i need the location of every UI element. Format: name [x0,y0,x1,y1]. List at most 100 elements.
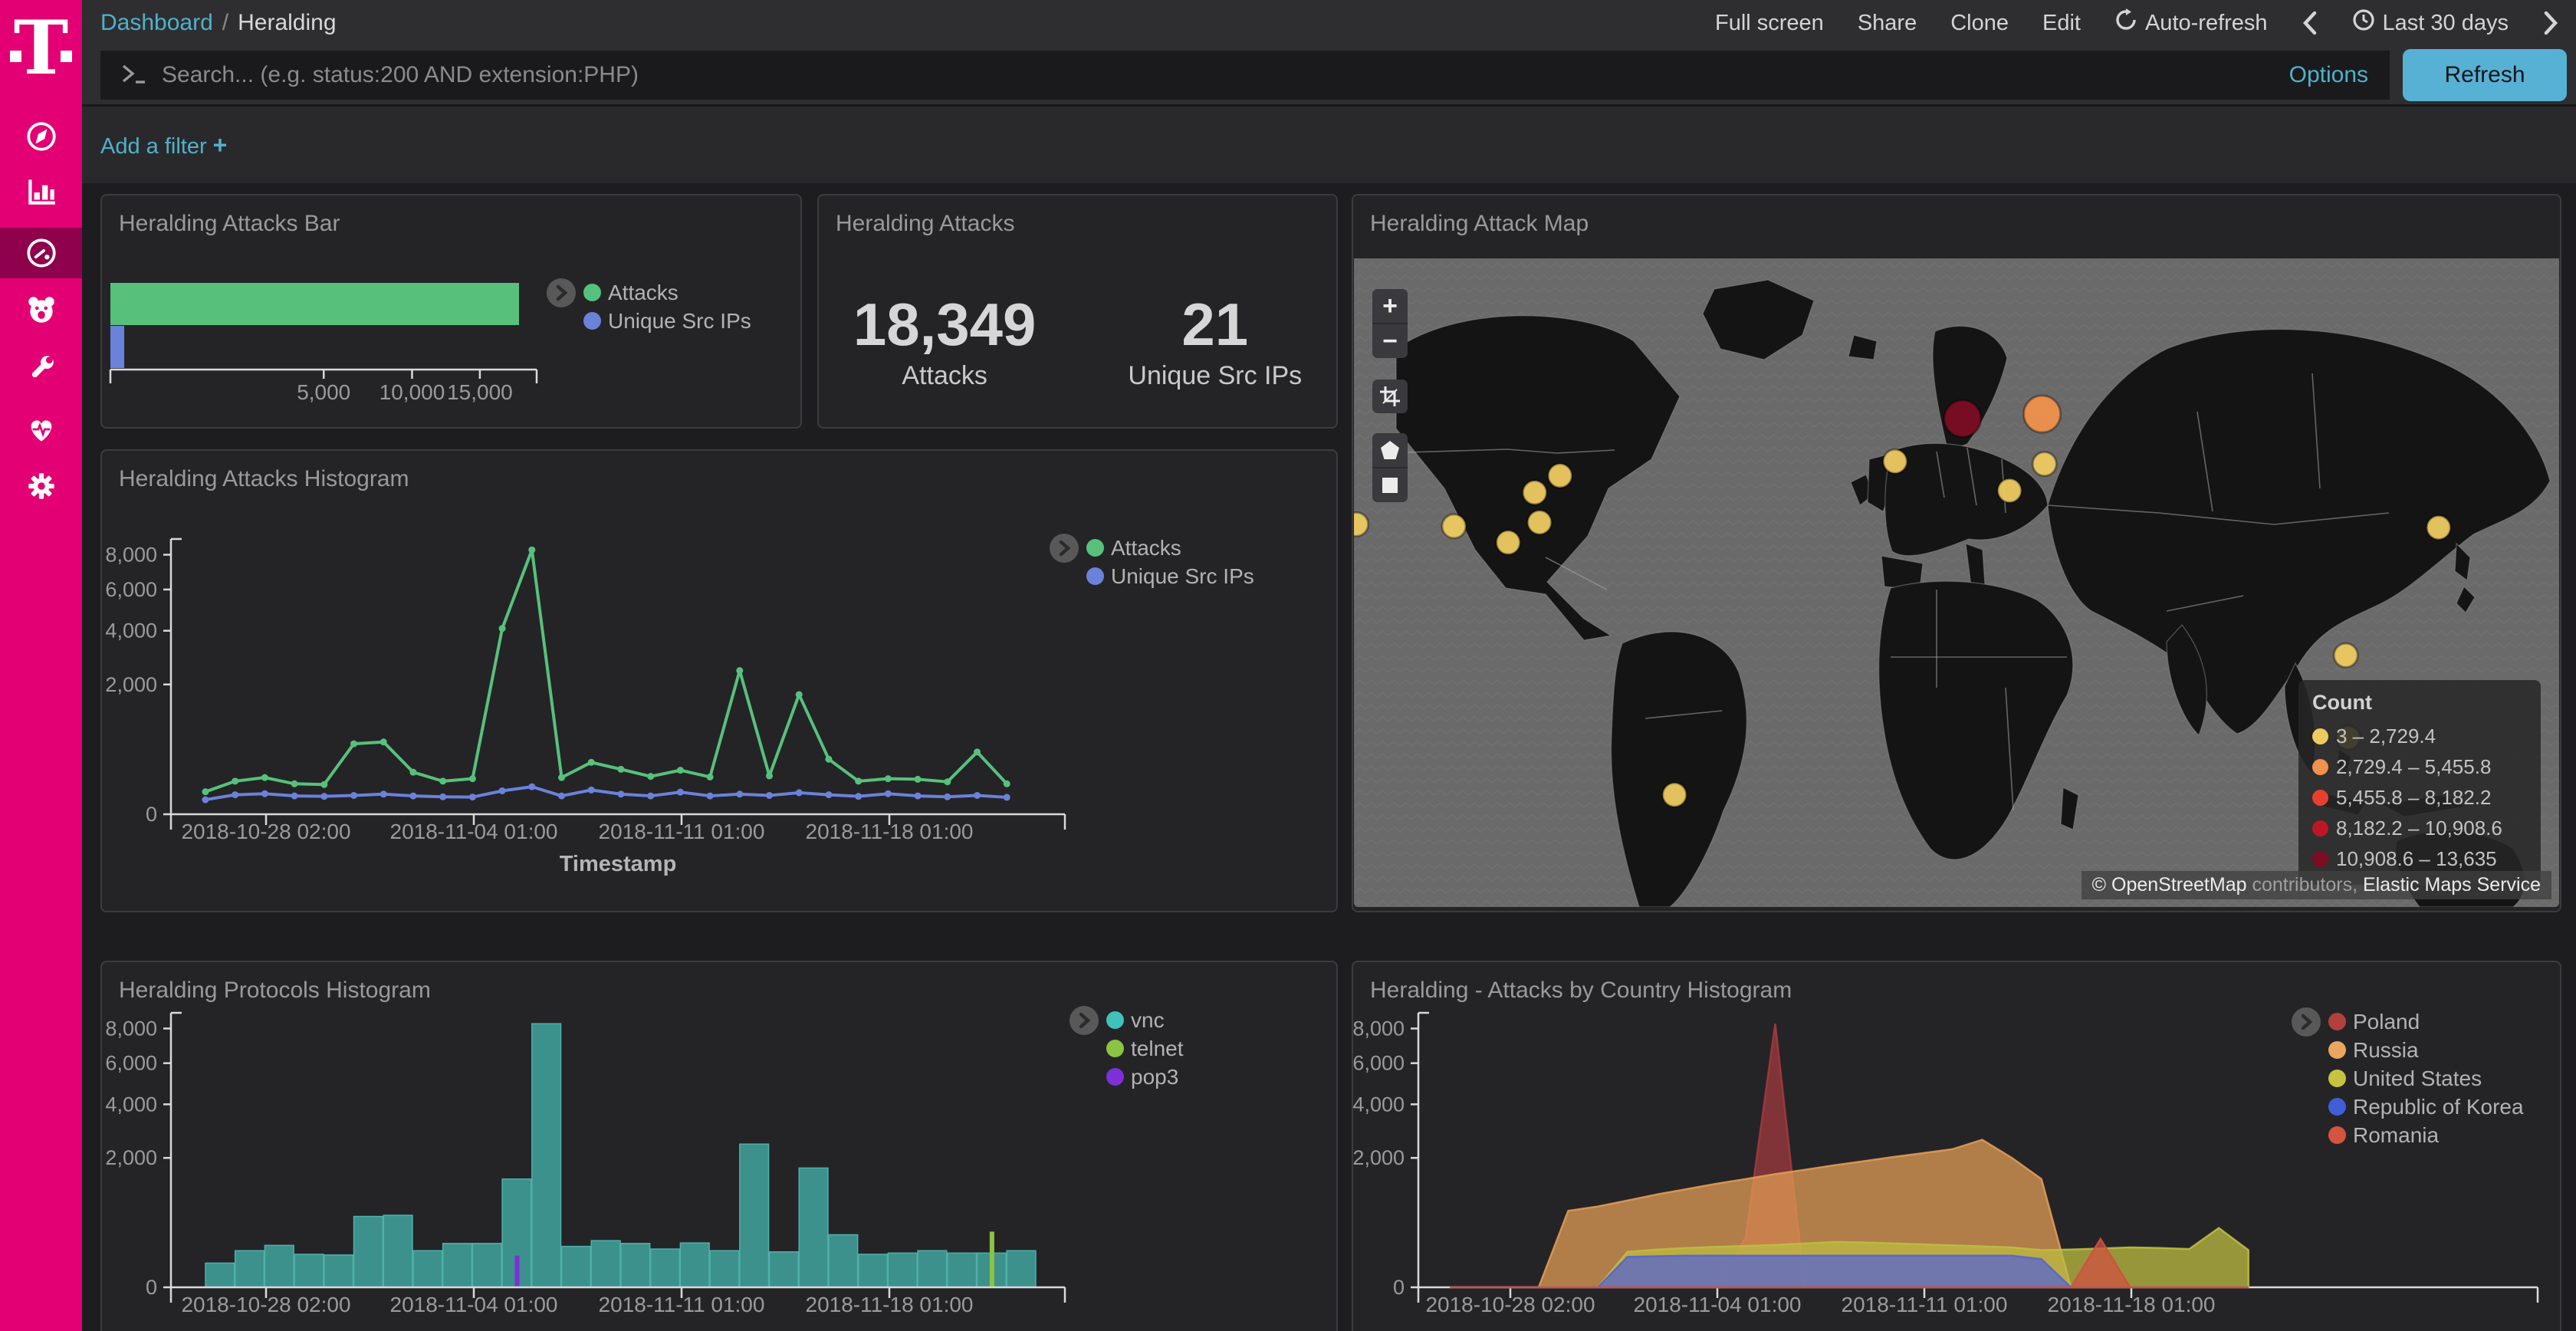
data-point[interactable] [677,789,684,796]
bar-vnc[interactable] [740,1144,769,1287]
map-attack-bubble[interactable] [2024,396,2061,432]
map-attack-bubble[interactable] [1998,478,2022,502]
data-point[interactable] [528,784,535,790]
data-point[interactable] [736,667,743,674]
map-attack-bubble[interactable] [1528,511,1552,534]
data-point[interactable] [439,777,446,784]
sidebar-item-monitoring[interactable] [0,404,82,455]
data-point[interactable] [320,781,327,788]
data-point[interactable] [469,794,476,800]
legend-expand-icon[interactable] [547,278,576,307]
map-attack-bubble[interactable] [1663,783,1687,807]
data-point[interactable] [380,738,387,745]
bar-vnc[interactable] [354,1217,383,1287]
data-point[interactable] [499,787,506,794]
data-point[interactable] [380,790,387,797]
share-button[interactable]: Share [1858,11,1917,36]
breadcrumb-dashboard-link[interactable]: Dashboard [100,10,213,35]
bar-vnc[interactable] [799,1168,828,1287]
data-point[interactable] [796,789,803,796]
data-point[interactable] [291,781,298,787]
legend-item-Attacks[interactable]: Attacks [1086,534,1254,562]
data-point[interactable] [647,773,654,780]
crop-tool-button[interactable] [1372,380,1408,413]
world-map[interactable]: + − Count 3 – 2,729.42,729.4 – 5,455.85,… [1354,258,2559,907]
data-point[interactable] [588,759,595,766]
bar-vnc[interactable] [621,1244,650,1287]
data-point[interactable] [469,775,476,782]
legend-expand-icon[interactable] [1070,1006,1099,1035]
bar-vnc[interactable] [710,1250,739,1287]
sidebar-item-dev-tools[interactable] [0,343,82,393]
data-point[interactable] [885,775,892,782]
bar-vnc[interactable] [294,1254,324,1287]
data-point[interactable] [202,797,209,804]
bar-vnc[interactable] [918,1250,947,1287]
data-point[interactable] [736,790,743,797]
data-point[interactable] [320,793,327,800]
map-attack-bubble[interactable] [1548,464,1572,488]
bar-vnc[interactable] [532,1024,561,1287]
data-point[interactable] [261,790,268,797]
data-point[interactable] [558,793,565,800]
sidebar-item-management[interactable] [0,461,82,511]
hbar-unique-src-ips[interactable] [110,326,124,368]
search-input[interactable]: Search... (e.g. status:200 AND extension… [100,51,2390,100]
bar-vnc[interactable] [770,1252,799,1287]
zoom-in-button[interactable]: + [1372,289,1408,323]
data-point[interactable] [499,625,506,632]
bar-vnc[interactable] [383,1215,412,1287]
data-point[interactable] [291,793,298,800]
map-attack-bubble[interactable] [1523,481,1546,504]
auto-refresh-button[interactable]: Auto-refresh [2114,8,2268,38]
legend-item-telnet[interactable]: telnet [1106,1034,1184,1063]
data-point[interactable] [825,791,832,798]
add-filter-button[interactable]: Add a filter+ [100,131,227,159]
data-point[interactable] [202,788,209,795]
map-attack-bubble[interactable] [1497,531,1520,554]
legend-expand-icon[interactable] [2292,1007,2321,1037]
legend-item-Attacks[interactable]: Attacks [583,278,751,307]
data-point[interactable] [796,691,803,698]
time-picker-button[interactable]: Last 30 days [2352,8,2509,38]
data-point[interactable] [944,794,951,800]
elastic-maps-link[interactable]: Elastic Maps Service [2363,874,2541,896]
data-point[interactable] [528,547,535,554]
map-attack-bubble[interactable] [2032,452,2056,476]
refresh-button[interactable]: Refresh [2403,49,2567,101]
clone-button[interactable]: Clone [1950,11,2009,36]
time-forward-button[interactable] [2542,10,2559,36]
data-point[interactable] [855,777,862,784]
legend-item-Unique Src IPs[interactable]: Unique Src IPs [1086,562,1254,590]
bar-vnc[interactable] [205,1263,235,1287]
legend-item-Poland[interactable]: Poland [2328,1007,2524,1036]
map-attack-bubble[interactable] [1883,449,1907,473]
telekom-logo[interactable]: T [0,6,82,100]
hbar-attacks[interactable] [110,283,519,325]
map-attack-bubble[interactable] [1442,514,1466,538]
sidebar-item-timelion[interactable] [0,284,82,335]
legend-item-vnc[interactable]: vnc [1106,1006,1184,1034]
sidebar-item-visualize[interactable] [0,166,82,217]
legend-item-Russia[interactable]: Russia [2328,1036,2524,1064]
data-point[interactable] [1004,781,1010,787]
openstreetmap-link[interactable]: © OpenStreetMap [2092,874,2247,896]
options-link[interactable]: Options [2289,62,2368,88]
data-point[interactable] [766,772,773,779]
map-attack-bubble[interactable] [2426,516,2450,540]
full-screen-button[interactable]: Full screen [1715,11,1824,36]
line-series-Attacks[interactable] [205,550,1007,791]
data-point[interactable] [232,791,238,798]
data-point[interactable] [617,766,624,773]
bar-vnc[interactable] [888,1253,917,1287]
map-attack-bubble[interactable] [2334,643,2358,667]
zoom-out-button[interactable]: − [1372,323,1408,358]
data-point[interactable] [915,776,922,783]
data-point[interactable] [1004,794,1010,800]
bar-vnc[interactable] [443,1244,472,1287]
data-point[interactable] [825,756,832,763]
data-point[interactable] [558,774,565,781]
edit-button[interactable]: Edit [2042,11,2081,36]
polygon-tool-button[interactable] [1372,433,1408,467]
data-point[interactable] [647,793,654,800]
